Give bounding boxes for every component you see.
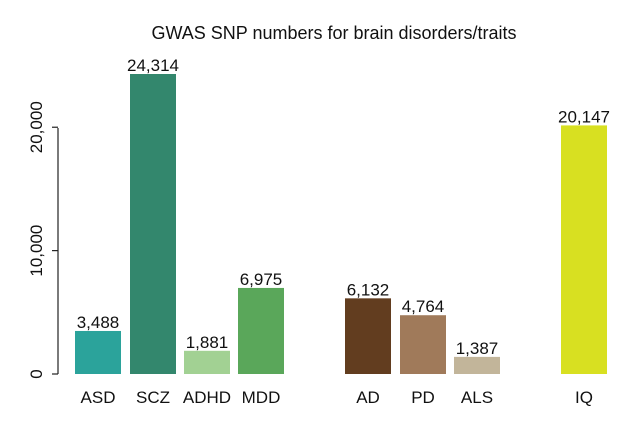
- category-label-als: ALS: [461, 388, 493, 407]
- category-label-scz: SCZ: [136, 388, 170, 407]
- category-label-iq: IQ: [575, 388, 593, 407]
- bar-asd: [75, 330, 121, 374]
- value-labels-group: 3,488 24,314 1,881 6,975 6,132 4,764 1,387 20,1…: [77, 56, 610, 358]
- value-label-asd: 3,488: [77, 313, 120, 332]
- value-label-ad: 6,132: [347, 280, 390, 299]
- bar-scz: [130, 74, 176, 374]
- bar-ad: [345, 298, 391, 374]
- y-tick-label: 0: [27, 369, 46, 378]
- value-label-scz: 24,314: [127, 56, 179, 75]
- category-label-ad: AD: [356, 388, 380, 407]
- y-tick-label: 20,000: [27, 101, 46, 153]
- category-label-mdd: MDD: [242, 388, 281, 407]
- bars-group: [75, 74, 607, 374]
- value-label-pd: 4,764: [402, 297, 445, 316]
- category-label-adhd: ADHD: [183, 388, 231, 407]
- category-label-asd: ASD: [81, 388, 116, 407]
- chart-title: GWAS SNP numbers for brain disorders/tra…: [151, 23, 516, 43]
- bar-als: [454, 356, 500, 374]
- value-label-iq: 20,147: [558, 107, 610, 126]
- value-label-mdd: 6,975: [240, 270, 283, 289]
- category-label-pd: PD: [411, 388, 435, 407]
- value-label-als: 1,387: [456, 339, 499, 358]
- bar-pd: [400, 315, 446, 374]
- category-labels-group: ASD SCZ ADHD MDD AD PD ALS IQ: [81, 388, 593, 407]
- bar-adhd: [184, 350, 230, 374]
- bar-mdd: [238, 287, 284, 374]
- bar-iq: [561, 125, 607, 374]
- y-tick-label: 10,000: [27, 225, 46, 277]
- value-label-adhd: 1,881: [186, 333, 229, 352]
- y-axis-ticks: 0 10,000 20,000: [27, 101, 58, 379]
